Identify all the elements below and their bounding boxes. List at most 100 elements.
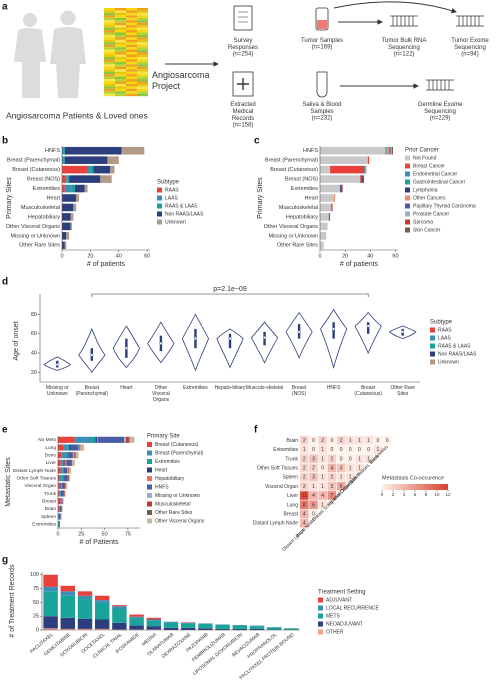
stripe: [126, 22, 137, 26]
bar-segment: [77, 618, 93, 629]
legend-label: Unknown: [165, 219, 186, 225]
x-tick-label: HNFS: [327, 385, 341, 391]
x-tick-label: CLINICAL TRIAL: [92, 632, 124, 660]
stripe: [126, 79, 137, 82]
bar-segment: [67, 444, 70, 451]
bar-segment: [320, 146, 386, 155]
legend-swatch: [147, 484, 152, 490]
stripe: [115, 34, 126, 38]
x-tick-label: 0: [318, 253, 321, 259]
stripe: [104, 30, 115, 33]
stripe: [137, 88, 148, 92]
y-tick-label: Extremities: [33, 186, 60, 192]
bar-segment: [58, 459, 61, 466]
bar-segment: [112, 609, 127, 623]
stripe: [126, 32, 137, 35]
bar-segment: [129, 625, 144, 630]
bar-segment: [91, 436, 96, 443]
stripe: [115, 74, 126, 77]
stripe: [126, 74, 137, 77]
bar-segment: [62, 156, 64, 164]
panel-label: b: [2, 136, 8, 147]
stripe: [137, 52, 148, 55]
stripe: [115, 91, 126, 94]
annotation: p=2.1e−09: [213, 286, 247, 293]
cell-label: 0: [312, 438, 315, 444]
bar-segment: [249, 628, 265, 630]
legend-title: Subtype: [430, 320, 453, 326]
stripe: [137, 32, 148, 35]
x-axis-label: # of patients: [340, 261, 379, 268]
bar-segment: [58, 475, 60, 482]
legend-swatch: [147, 459, 152, 464]
y-tick-label: Breast (Cutaneous): [270, 167, 318, 173]
bar-segment: [62, 241, 65, 250]
legend-swatch: [405, 219, 410, 225]
stripe: [104, 25, 115, 28]
heat-cell: [346, 454, 355, 463]
stripe: [115, 12, 126, 16]
stripe: [115, 64, 126, 67]
bar-segment: [390, 146, 392, 155]
cell-label: 4: [331, 466, 334, 472]
legend-swatch: [318, 621, 323, 627]
y-tick-label: Extremities: [32, 521, 56, 527]
node-count: (n=229): [430, 116, 451, 122]
legend-label: Endometrial Cancer: [413, 171, 458, 177]
bar-segment: [107, 156, 119, 164]
stripe: [126, 64, 137, 67]
stripe: [104, 88, 115, 92]
x-tick-label: Breast (NOS): [292, 385, 307, 397]
panel-label: a: [2, 2, 8, 13]
y-tick-label: Heart: [305, 195, 319, 201]
violin-median: [159, 341, 163, 345]
legend-label: Breast Cancer: [413, 163, 445, 169]
heat-cell: [300, 509, 309, 519]
bar-segment: [58, 513, 59, 520]
bar-segment: [58, 513, 61, 520]
stripe: [115, 93, 126, 97]
bar-segment: [365, 165, 367, 174]
colorbar-tick-label: 4: [403, 492, 406, 497]
bar-segment: [62, 498, 64, 505]
cell-label: 1: [303, 447, 306, 453]
colorbar: [382, 484, 448, 490]
bar-segment: [112, 605, 127, 607]
heat-cell: [309, 445, 318, 454]
bar-segment: [60, 482, 62, 489]
legend-label: Other Cancers: [413, 195, 446, 201]
cell-label: 3: [312, 475, 315, 481]
bar-segment: [266, 627, 282, 630]
bar-segment: [97, 436, 99, 443]
stripe: [126, 27, 137, 31]
stripe: [137, 69, 148, 72]
panel-label: c: [254, 136, 260, 147]
bar-segment: [76, 194, 80, 202]
stripe: [115, 83, 126, 87]
legend-swatch: [405, 195, 410, 201]
heat-cell: [309, 482, 318, 491]
bar-segment: [63, 490, 65, 497]
bar-segment: [320, 232, 327, 240]
stripe: [115, 81, 126, 84]
legend-label: NEOADJUVANT: [326, 621, 363, 627]
legend-swatch: [147, 510, 152, 515]
legend-label: Missing or Unknown: [155, 493, 200, 499]
legend-swatch: [405, 171, 410, 177]
rna-icon: [390, 15, 418, 27]
bar-segment: [126, 436, 129, 443]
cell-label: 4: [321, 493, 324, 499]
stripe: [137, 86, 148, 89]
bar-segment: [59, 505, 61, 512]
legend-label: LAAS: [438, 335, 451, 341]
stripe: [137, 30, 148, 33]
heat-cell: [318, 436, 327, 445]
bar-segment: [64, 482, 66, 489]
row-label: Brain: [286, 438, 298, 444]
stripe: [115, 27, 126, 31]
bar-segment: [62, 146, 64, 155]
bar-segment: [60, 490, 64, 497]
x-tick-label: 0: [60, 253, 63, 259]
node-label: Tumor Exome Sequencing: [451, 38, 489, 51]
stripe: [137, 74, 148, 77]
